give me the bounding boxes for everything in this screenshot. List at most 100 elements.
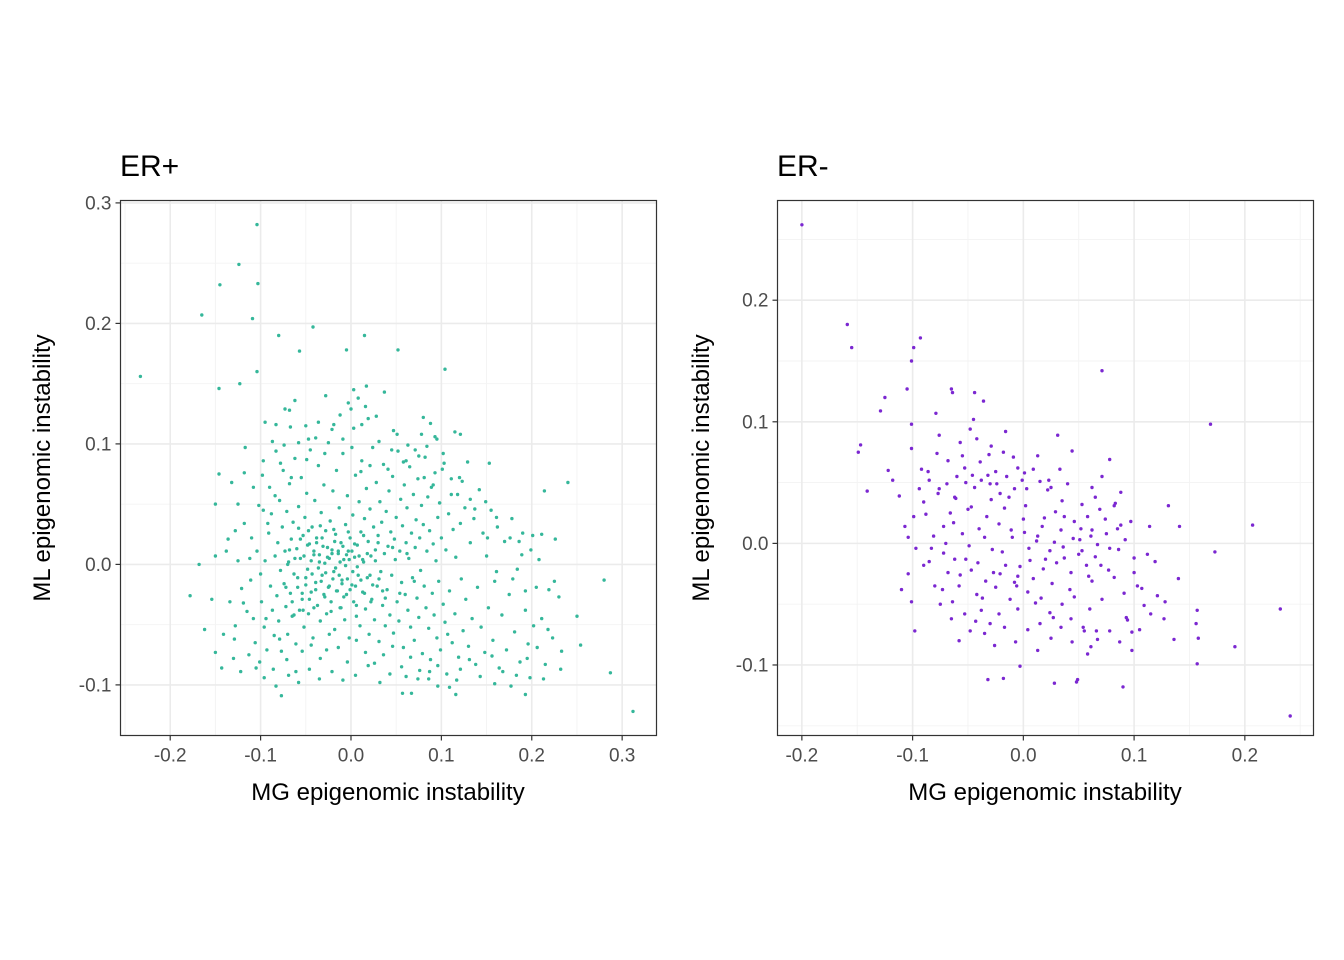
- scatter-point: [258, 572, 263, 576]
- scatter-point: [934, 411, 938, 415]
- scatter-point: [345, 494, 350, 498]
- scatter-point: [417, 454, 421, 458]
- scatter-point: [365, 551, 369, 556]
- scatter-point: [336, 645, 340, 650]
- scatter-point: [305, 457, 309, 462]
- scatter-point: [1090, 485, 1094, 490]
- scatter-point: [436, 515, 440, 520]
- scatter-point: [305, 543, 310, 547]
- scatter-point: [324, 612, 329, 616]
- scatter-point: [1039, 596, 1043, 600]
- scatter-point: [281, 468, 285, 473]
- scatter-point: [300, 649, 304, 653]
- scatter-point: [957, 584, 961, 588]
- scatter-point: [1080, 549, 1084, 553]
- scatter-point: [347, 636, 351, 640]
- scatter-point: [326, 585, 331, 589]
- scatter-point: [441, 602, 445, 606]
- scatter-point: [351, 569, 355, 574]
- scatter-point: [243, 445, 247, 450]
- scatter-point: [547, 588, 551, 592]
- scatter-point: [434, 559, 438, 563]
- scatter-point: [297, 349, 302, 353]
- scatter-point: [249, 536, 254, 540]
- scatter-point: [287, 548, 292, 552]
- scatter-point: [1095, 637, 1100, 642]
- scatter-point: [261, 508, 265, 512]
- scatter-point: [1012, 580, 1017, 584]
- scatter-point: [373, 559, 378, 563]
- scatter-point: [507, 592, 511, 597]
- x-tick-label: 0.1: [428, 746, 454, 767]
- scatter-point: [1048, 549, 1052, 553]
- scatter-point: [355, 543, 359, 547]
- scatter-point: [912, 514, 916, 519]
- scatter-point: [334, 468, 339, 473]
- scatter-point: [316, 420, 321, 424]
- scatter-point: [433, 435, 437, 439]
- scatter-point: [1023, 504, 1028, 508]
- scatter-point: [463, 506, 467, 510]
- scatter-point: [1051, 615, 1056, 620]
- scatter-point: [445, 672, 449, 676]
- scatter-point: [856, 450, 860, 454]
- scatter-point: [346, 530, 350, 534]
- scatter-point: [909, 600, 914, 604]
- scatter-point: [418, 568, 423, 573]
- scatter-point: [272, 633, 276, 638]
- scatter-point: [883, 395, 887, 400]
- scatter-point: [388, 613, 392, 617]
- scatter-point: [340, 582, 344, 586]
- scatter-point: [982, 535, 987, 539]
- scatter-point: [327, 556, 331, 561]
- scatter-point: [251, 616, 256, 621]
- scatter-point: [528, 676, 532, 680]
- scatter-point: [239, 669, 243, 674]
- scatter-point: [553, 537, 557, 541]
- scatter-point: [277, 637, 282, 641]
- scatter-point: [421, 415, 425, 420]
- scatter-point: [950, 390, 955, 395]
- scatter-point: [1018, 564, 1022, 569]
- scatter-point: [318, 656, 322, 661]
- scatter-point: [1022, 471, 1027, 475]
- scatter-point: [419, 432, 424, 436]
- y-tick-label: 0.1: [742, 412, 768, 433]
- scatter-point: [1106, 568, 1111, 572]
- scatter-point: [213, 650, 218, 655]
- scatter-point: [540, 532, 544, 536]
- scatter-point: [1070, 640, 1074, 644]
- scatter-point: [295, 547, 299, 551]
- scatter-point: [431, 542, 435, 546]
- scatter-point: [470, 616, 474, 621]
- scatter-point: [213, 502, 218, 506]
- scatter-point: [931, 534, 936, 538]
- scatter-point: [500, 613, 504, 617]
- scatter-point: [1034, 539, 1039, 543]
- scatter-point: [258, 660, 262, 664]
- plot-grid: [777, 200, 1314, 736]
- x-axis-title: MG epigenomic instability: [251, 779, 524, 806]
- scatter-point: [946, 570, 950, 575]
- scatter-point: [991, 570, 996, 575]
- scatter-point: [372, 661, 377, 665]
- scatter-point: [309, 559, 313, 563]
- scatter-point: [1001, 450, 1006, 454]
- scatter-point: [912, 345, 916, 350]
- scatter-point: [1098, 507, 1102, 511]
- scatter-point: [277, 333, 281, 338]
- scatter-point: [322, 592, 326, 597]
- scatter-point: [255, 369, 259, 374]
- scatter-point: [405, 506, 409, 510]
- scatter-point: [552, 579, 557, 583]
- scatter-point: [330, 551, 334, 556]
- scatter-point: [342, 595, 346, 599]
- scatter-point: [1001, 676, 1006, 681]
- scatter-point: [296, 441, 301, 445]
- scatter-point: [1069, 617, 1073, 621]
- scatter-point: [406, 443, 410, 447]
- scatter-point: [964, 557, 968, 561]
- scatter-point: [1140, 586, 1144, 591]
- scatter-point: [967, 544, 971, 548]
- scatter-point: [457, 475, 462, 480]
